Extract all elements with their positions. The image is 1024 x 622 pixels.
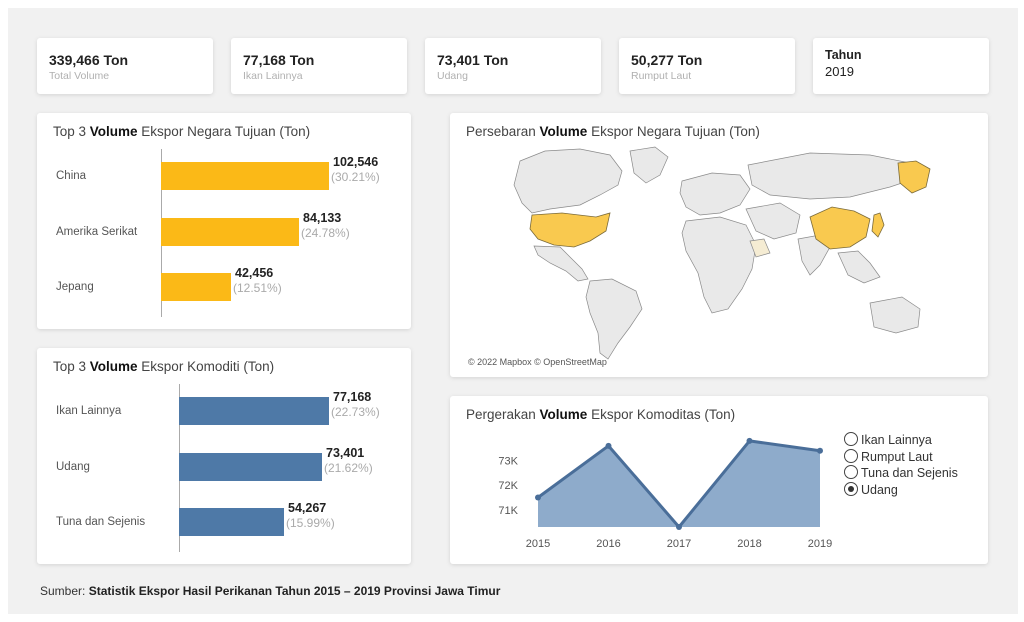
legend-radio-icon[interactable] <box>844 465 858 479</box>
x-tick-label: 2016 <box>596 538 620 550</box>
bar-category-label: Amerika Serikat <box>56 226 138 238</box>
legend-radio-icon[interactable] <box>844 432 858 446</box>
x-tick-label: 2017 <box>667 538 691 550</box>
map-mexico <box>533 245 589 282</box>
x-tick-label: 2015 <box>526 538 550 550</box>
legend-item[interactable]: Ikan Lainnya <box>844 432 932 447</box>
map-alaska-highlight <box>897 160 931 194</box>
legend-item[interactable]: Udang <box>844 481 898 497</box>
bar[interactable] <box>161 162 329 190</box>
bar-percent-label: (30.21%) <box>331 170 380 184</box>
kpi-label: Udang <box>437 70 468 82</box>
bar-category-label: China <box>56 170 87 182</box>
y-tick-label: 71K <box>498 505 518 517</box>
kpi-label: Total Volume <box>49 70 110 82</box>
data-point[interactable] <box>605 442 612 449</box>
trend-panel: Pergerakan Volume Ekspor Komoditas (Ton)… <box>450 396 988 564</box>
kpi-card-rumput-laut: 50,277 Ton Rumput Laut <box>619 38 795 94</box>
legend-item[interactable]: Rumput Laut <box>844 448 933 464</box>
panel-title: Pergerakan Volume Ekspor Komoditas (Ton) <box>466 407 736 422</box>
x-tick-label: 2019 <box>808 538 832 550</box>
panel-title: Top 3 Volume Ekspor Negara Tujuan (Ton) <box>53 124 311 139</box>
kpi-value: 73,401 Ton <box>437 52 509 68</box>
top-commodities-panel: Top 3 Volume Ekspor Komoditi (Ton) Ikan … <box>37 348 411 564</box>
map-usa-highlight <box>529 212 611 248</box>
map-attribution: © 2022 Mapbox © OpenStreetMap <box>468 357 607 367</box>
bar-category-label: Udang <box>56 461 90 473</box>
area-chart: 71K 72K 73K 2015 2016 2017 2018 2019 <box>498 437 832 550</box>
map-central-asia <box>745 202 801 240</box>
bar-percent-label: (22.73%) <box>331 405 380 419</box>
map-china-highlight <box>809 206 871 250</box>
bar[interactable] <box>179 453 322 481</box>
kpi-value: 339,466 Ton <box>49 52 129 68</box>
data-point[interactable] <box>746 437 753 444</box>
legend-radio-icon[interactable] <box>844 481 858 496</box>
map-saudi <box>749 238 771 258</box>
panel-title: Top 3 Volume Ekspor Komoditi (Ton) <box>53 359 275 374</box>
map-japan-highlight <box>871 212 885 238</box>
map-russia <box>747 152 921 200</box>
kpi-value: 50,277 Ton <box>631 52 703 68</box>
map-africa <box>681 216 757 314</box>
kpi-value: 77,168 Ton <box>243 52 315 68</box>
bar-category-label: Jepang <box>56 281 94 293</box>
map-greenland <box>629 146 669 184</box>
year-filter[interactable]: Tahun 2019 <box>813 38 989 94</box>
kpi-label: Ikan Lainnya <box>243 70 303 82</box>
data-point[interactable] <box>817 447 823 454</box>
bar-percent-label: (21.62%) <box>324 461 373 475</box>
legend-label: Udang <box>861 482 898 497</box>
world-map[interactable] <box>450 113 988 377</box>
top-destinations-panel: Top 3 Volume Ekspor Negara Tujuan (Ton) … <box>37 113 411 329</box>
bar[interactable] <box>179 508 284 536</box>
kpi-card-udang: 73,401 Ton Udang <box>425 38 601 94</box>
legend-label: Ikan Lainnya <box>861 433 932 447</box>
bar[interactable] <box>161 218 299 246</box>
bar-value-label: 102,546 <box>333 155 379 169</box>
data-point[interactable] <box>676 524 682 530</box>
panel-title: Persebaran Volume Ekspor Negara Tujuan (… <box>466 124 760 139</box>
bar[interactable] <box>179 397 329 425</box>
area-fill-udang <box>538 440 820 527</box>
legend-label: Rumput Laut <box>861 449 933 464</box>
year-filter-title: Tahun <box>825 48 862 62</box>
legend-radio-icon[interactable] <box>844 448 858 463</box>
bar-value-label: 54,267 <box>288 501 327 515</box>
kpi-label: Rumput Laut <box>631 70 692 82</box>
legend-label: Tuna dan Sejenis <box>861 466 958 480</box>
bar-percent-label: (12.51%) <box>233 281 282 295</box>
bar-value-label: 77,168 <box>333 390 372 404</box>
bar-percent-label: (24.78%) <box>301 226 350 240</box>
source-note: Sumber: Statistik Ekspor Hasil Perikanan… <box>40 584 501 598</box>
y-tick-label: 72K <box>498 480 518 492</box>
kpi-card-total-volume: 339,466 Ton Total Volume <box>37 38 213 94</box>
data-point[interactable] <box>535 494 541 501</box>
map-south-america <box>585 278 643 360</box>
bar-category-label: Ikan Lainnya <box>56 405 122 417</box>
bar-value-label: 73,401 <box>326 446 365 460</box>
map-europe <box>679 172 751 216</box>
bar-value-label: 42,456 <box>235 266 274 280</box>
bar-percent-label: (15.99%) <box>286 516 335 530</box>
map-panel: Persebaran Volume Ekspor Negara Tujuan (… <box>450 113 988 377</box>
year-filter-value[interactable]: 2019 <box>825 64 854 79</box>
map-southeast-asia <box>837 250 881 284</box>
bar-value-label: 84,133 <box>303 211 342 225</box>
map-canada <box>513 148 623 214</box>
bar[interactable] <box>161 273 231 301</box>
legend-item[interactable]: Tuna dan Sejenis <box>844 465 958 480</box>
y-tick-label: 73K <box>498 456 518 468</box>
map-australia <box>869 296 921 334</box>
x-tick-label: 2018 <box>737 538 761 550</box>
bar-category-label: Tuna dan Sejenis <box>56 516 146 528</box>
kpi-card-ikan-lainnya: 77,168 Ton Ikan Lainnya <box>231 38 407 94</box>
